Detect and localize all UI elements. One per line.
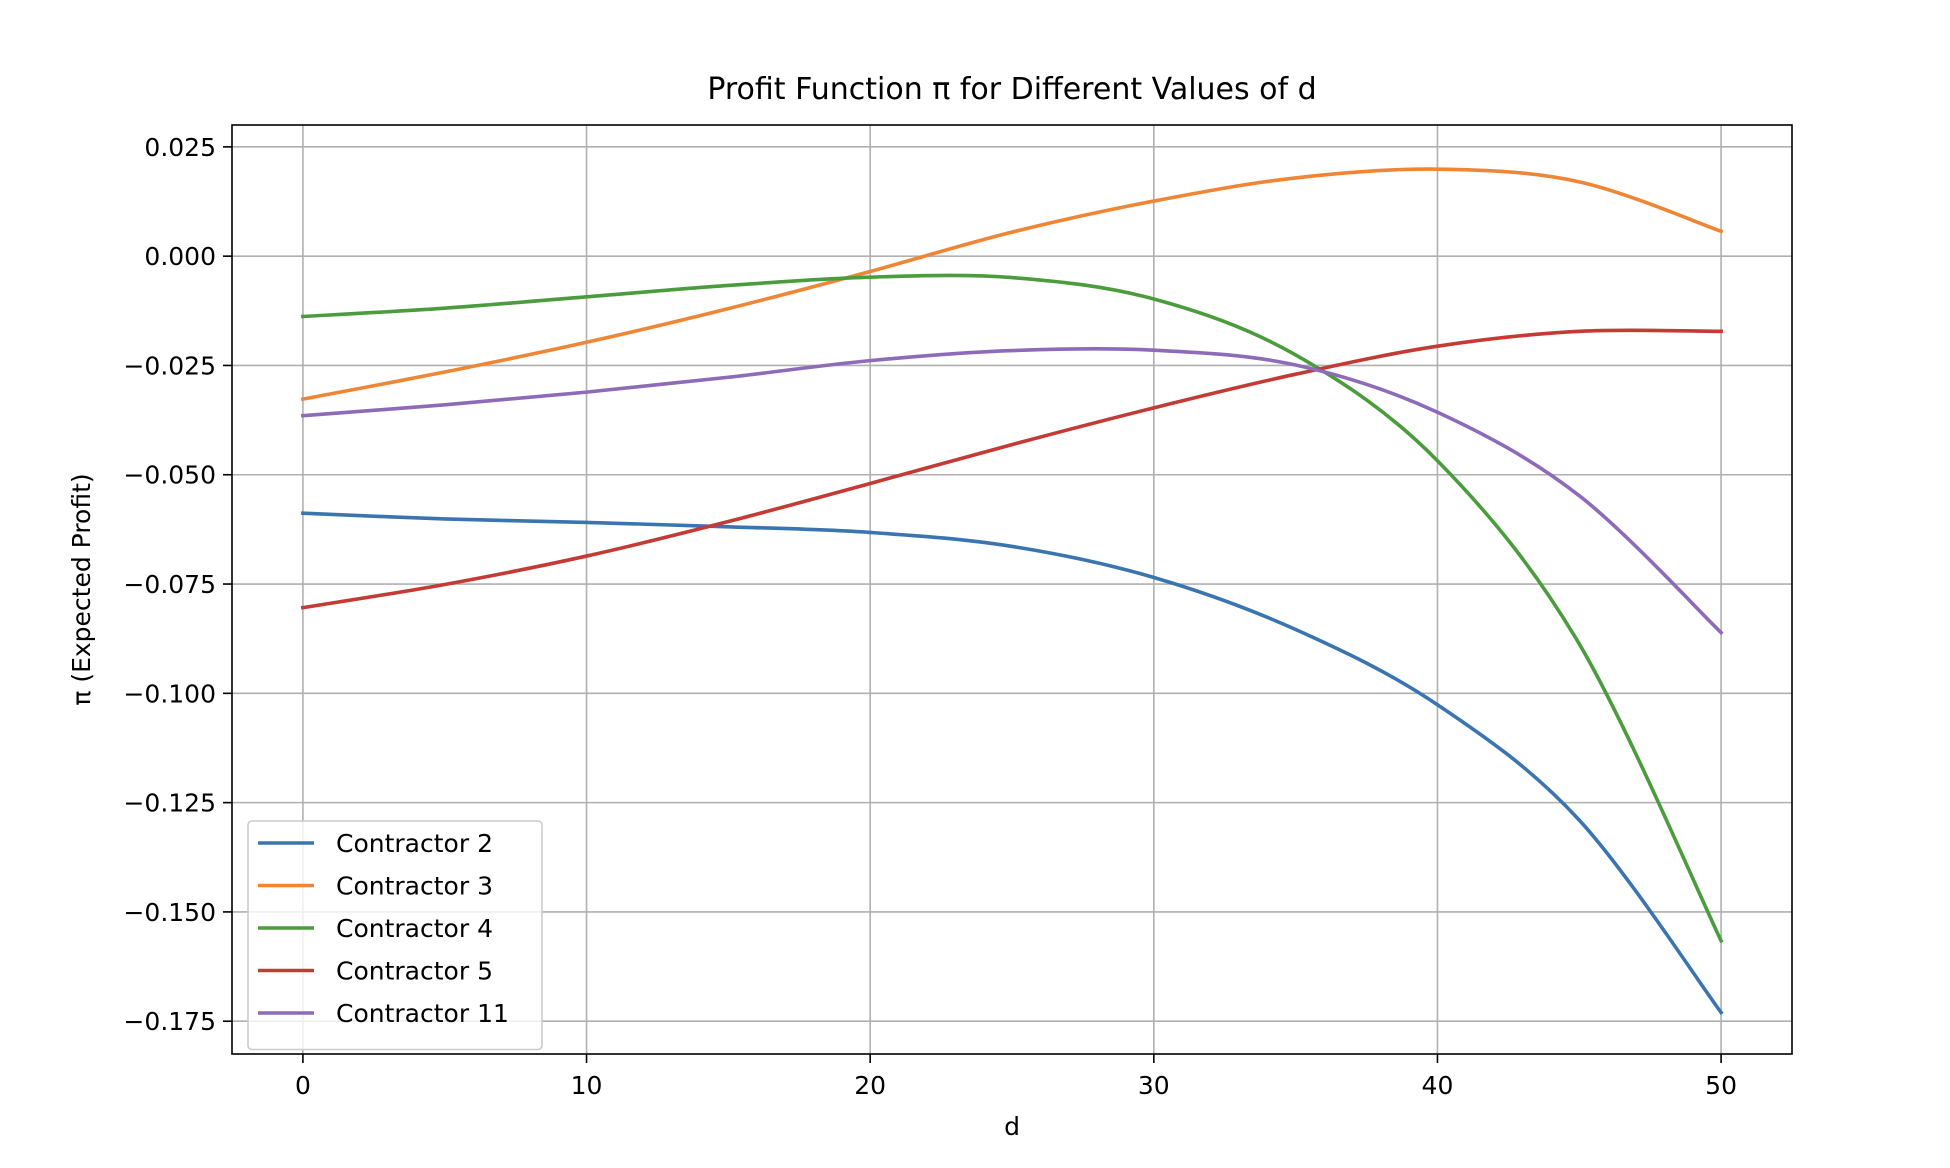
plot-frame <box>231 124 1793 1055</box>
series-line-2 <box>300 167 1724 402</box>
series-line-1 <box>301 511 1724 1015</box>
y-axis-label: π (Expected Profit) <box>67 473 96 705</box>
legend-label: Contractor 5 <box>336 957 493 986</box>
x-tick-label: 30 <box>1138 1071 1170 1100</box>
series-line-5 <box>300 346 1724 636</box>
x-tick-label: 40 <box>1422 1071 1454 1100</box>
series-line-4 <box>300 328 1723 610</box>
x-axis-label: d <box>1004 1112 1020 1141</box>
y-tick-label: 0.000 <box>144 242 216 271</box>
y-tick-label: −0.175 <box>123 1007 216 1036</box>
x-tick-label: 20 <box>854 1071 886 1100</box>
legend-label: Contractor 3 <box>336 872 493 901</box>
y-tick-label: −0.050 <box>123 461 216 490</box>
legend-label: Contractor 2 <box>336 829 493 858</box>
legend-box <box>247 820 543 1051</box>
legend: Contractor 2 Contractor 3 Contractor 4 Cont… <box>247 820 543 1051</box>
legend-label: Contractor 4 <box>336 914 493 943</box>
y-tick-label: −0.150 <box>123 898 216 927</box>
legend-label: Contractor 11 <box>336 999 509 1028</box>
x-tick-label: 0 <box>295 1071 311 1100</box>
x-tick-label: 50 <box>1705 1071 1737 1100</box>
series-lines <box>300 167 1724 1015</box>
y-tick-label: −0.025 <box>123 351 216 380</box>
y-tick-label: 0.025 <box>144 133 216 162</box>
x-axis: 0 10 20 30 40 50 <box>295 1054 1737 1100</box>
y-tick-label: −0.075 <box>123 570 216 599</box>
x-tick-label: 10 <box>571 1071 603 1100</box>
series-line-3 <box>301 273 1724 944</box>
y-axis: 0.025 0.000 −0.025 −0.050 −0.075 −0.100 −0.125… <box>123 133 232 1036</box>
grid <box>232 125 1792 1054</box>
y-tick-label: −0.125 <box>123 789 216 818</box>
chart-title: Profit Function π for Different Values o… <box>707 72 1316 107</box>
y-tick-label: −0.100 <box>123 679 216 708</box>
